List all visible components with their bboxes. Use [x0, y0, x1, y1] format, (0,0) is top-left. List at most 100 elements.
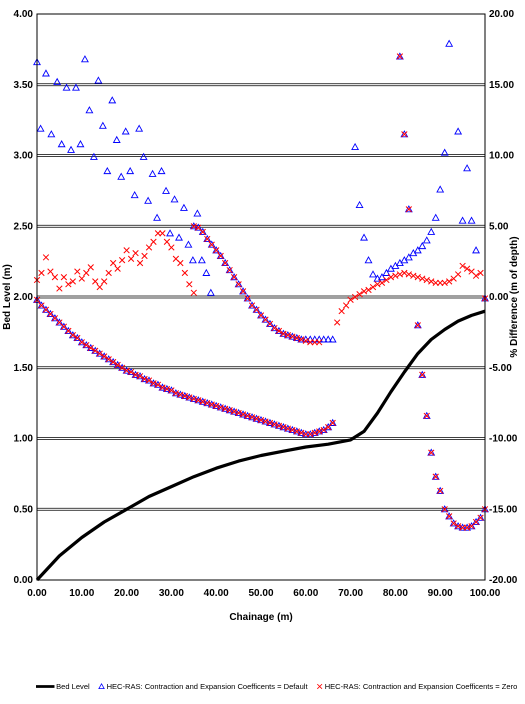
- zero-coefficient-point: [69, 332, 76, 339]
- default-coefficient-point: [176, 390, 185, 398]
- default-coefficient-point: [413, 246, 422, 254]
- zero-coefficient-point: [168, 244, 175, 251]
- zero-coefficient-point: [177, 259, 184, 267]
- zero-coefficient-point: [141, 252, 148, 260]
- default-coefficient-point: [292, 333, 301, 342]
- legend-label: HEC-RAS: Contraction and Expansion Coeff…: [325, 682, 518, 691]
- zero-coefficient-point: [454, 523, 462, 530]
- default-coefficient-point: [198, 397, 207, 405]
- default-coefficient-point: [382, 268, 391, 276]
- default-coefficient-point: [427, 448, 436, 456]
- default-coefficient-point: [436, 185, 445, 193]
- zero-coefficient-point: [271, 421, 278, 428]
- default-coefficient-point: [77, 338, 86, 346]
- default-coefficient-point: [234, 280, 243, 288]
- default-coefficient-point: [207, 240, 216, 248]
- zero-coefficient-point: [65, 281, 72, 288]
- zero-coefficient-point: [441, 506, 448, 513]
- default-coefficient-point: [445, 39, 454, 47]
- y-left-tick-label: 2.50: [14, 221, 34, 232]
- zero-coefficient-point: [387, 274, 395, 281]
- default-coefficient-point: [463, 164, 472, 172]
- default-coefficient-point: [418, 370, 427, 378]
- zero-coefficient-point: [199, 228, 206, 236]
- default-coefficient-point: [328, 335, 337, 343]
- default-coefficient-point: [85, 106, 94, 114]
- legend-triangle-swatch: [98, 683, 105, 690]
- zero-coefficient-point: [419, 275, 426, 282]
- default-coefficient-point: [130, 190, 139, 199]
- zero-coefficient-point: [454, 271, 462, 278]
- default-coefficient-point: [72, 83, 80, 91]
- zero-coefficient-point: [60, 274, 68, 281]
- default-coefficient-point: [234, 408, 243, 417]
- zero-coefficient-point: [87, 344, 94, 352]
- zero-coefficient-point: [145, 377, 153, 384]
- zero-coefficient-point: [101, 278, 108, 285]
- default-coefficient-point: [68, 331, 77, 339]
- y-right-tick-label: 20.00: [489, 9, 514, 20]
- default-coefficient-point: [112, 135, 121, 143]
- x-tick-label: 20.00: [114, 588, 139, 599]
- legend-item: HEC-RAS: Contraction and Expansion Coeff…: [317, 682, 517, 691]
- default-coefficient-point: [221, 404, 230, 412]
- zero-coefficient-point: [298, 429, 305, 436]
- zero-coefficient-point: [266, 419, 274, 427]
- zero-coefficient-point: [186, 394, 193, 401]
- zero-coefficient-point: [145, 244, 153, 251]
- default-coefficient-point: [189, 222, 198, 230]
- y-left-axis-title: Bed Level (m): [2, 264, 13, 330]
- zero-coefficient-point: [414, 322, 421, 329]
- default-coefficient-point: [170, 195, 179, 203]
- zero-coefficient-point: [235, 281, 242, 288]
- default-coefficient-point: [440, 148, 449, 156]
- zero-coefficient-point: [280, 330, 287, 337]
- zero-coefficient-point: [320, 426, 327, 434]
- x-tick-label: 70.00: [338, 588, 363, 599]
- default-coefficient-point: [297, 428, 306, 436]
- y-right-axis-title: % Difference (m of depth): [509, 236, 520, 357]
- x-tick-label: 100.00: [470, 588, 501, 599]
- zero-coefficient-point: [253, 306, 260, 313]
- zero-coefficient-point: [222, 405, 229, 412]
- zero-coefficient-point: [83, 269, 90, 277]
- default-coefficient-point: [413, 321, 422, 329]
- default-coefficient-point: [144, 196, 153, 204]
- default-coefficient-point: [194, 223, 203, 231]
- zero-coefficient-point: [392, 272, 399, 279]
- zero-coefficient-point: [101, 353, 108, 360]
- legend-label: Bed Level: [56, 682, 90, 691]
- default-coefficient-point: [230, 273, 239, 281]
- zero-coefficient-point: [186, 281, 193, 288]
- zero-coefficient-point: [298, 336, 305, 343]
- zero-coefficient-point: [329, 419, 336, 427]
- default-coefficient-point: [404, 205, 413, 213]
- default-coefficient-point: [230, 407, 239, 415]
- zero-coefficient-point: [302, 431, 309, 438]
- default-coefficient-point: [369, 270, 377, 278]
- default-coefficient-point: [175, 233, 183, 241]
- zero-coefficient-point: [428, 278, 435, 285]
- default-coefficient-point: [288, 425, 297, 434]
- zero-coefficient-point: [110, 259, 117, 267]
- legend: Bed Level HEC-RAS: Contraction and Expans…: [36, 682, 517, 691]
- default-coefficient-point: [288, 332, 297, 340]
- default-coefficient-point: [243, 294, 252, 302]
- default-coefficient-point: [57, 140, 66, 148]
- zero-coefficient-point: [168, 387, 175, 394]
- zero-coefficient-point: [271, 324, 278, 332]
- y-right-tick-label: -10.00: [489, 434, 518, 445]
- zero-coefficient-point: [92, 278, 99, 285]
- zero-coefficient-point: [472, 272, 480, 279]
- zero-coefficient-point: [347, 296, 354, 303]
- zero-coefficient-point: [114, 361, 121, 369]
- zero-coefficient-point: [118, 257, 126, 264]
- default-coefficient-point: [248, 413, 257, 421]
- default-coefficient-point: [319, 335, 328, 343]
- default-coefficient-point: [265, 319, 274, 327]
- default-coefficient-point: [80, 55, 89, 63]
- zero-coefficient-point: [96, 350, 103, 357]
- default-coefficient-point: [324, 423, 333, 431]
- zero-coefficient-point: [87, 264, 94, 271]
